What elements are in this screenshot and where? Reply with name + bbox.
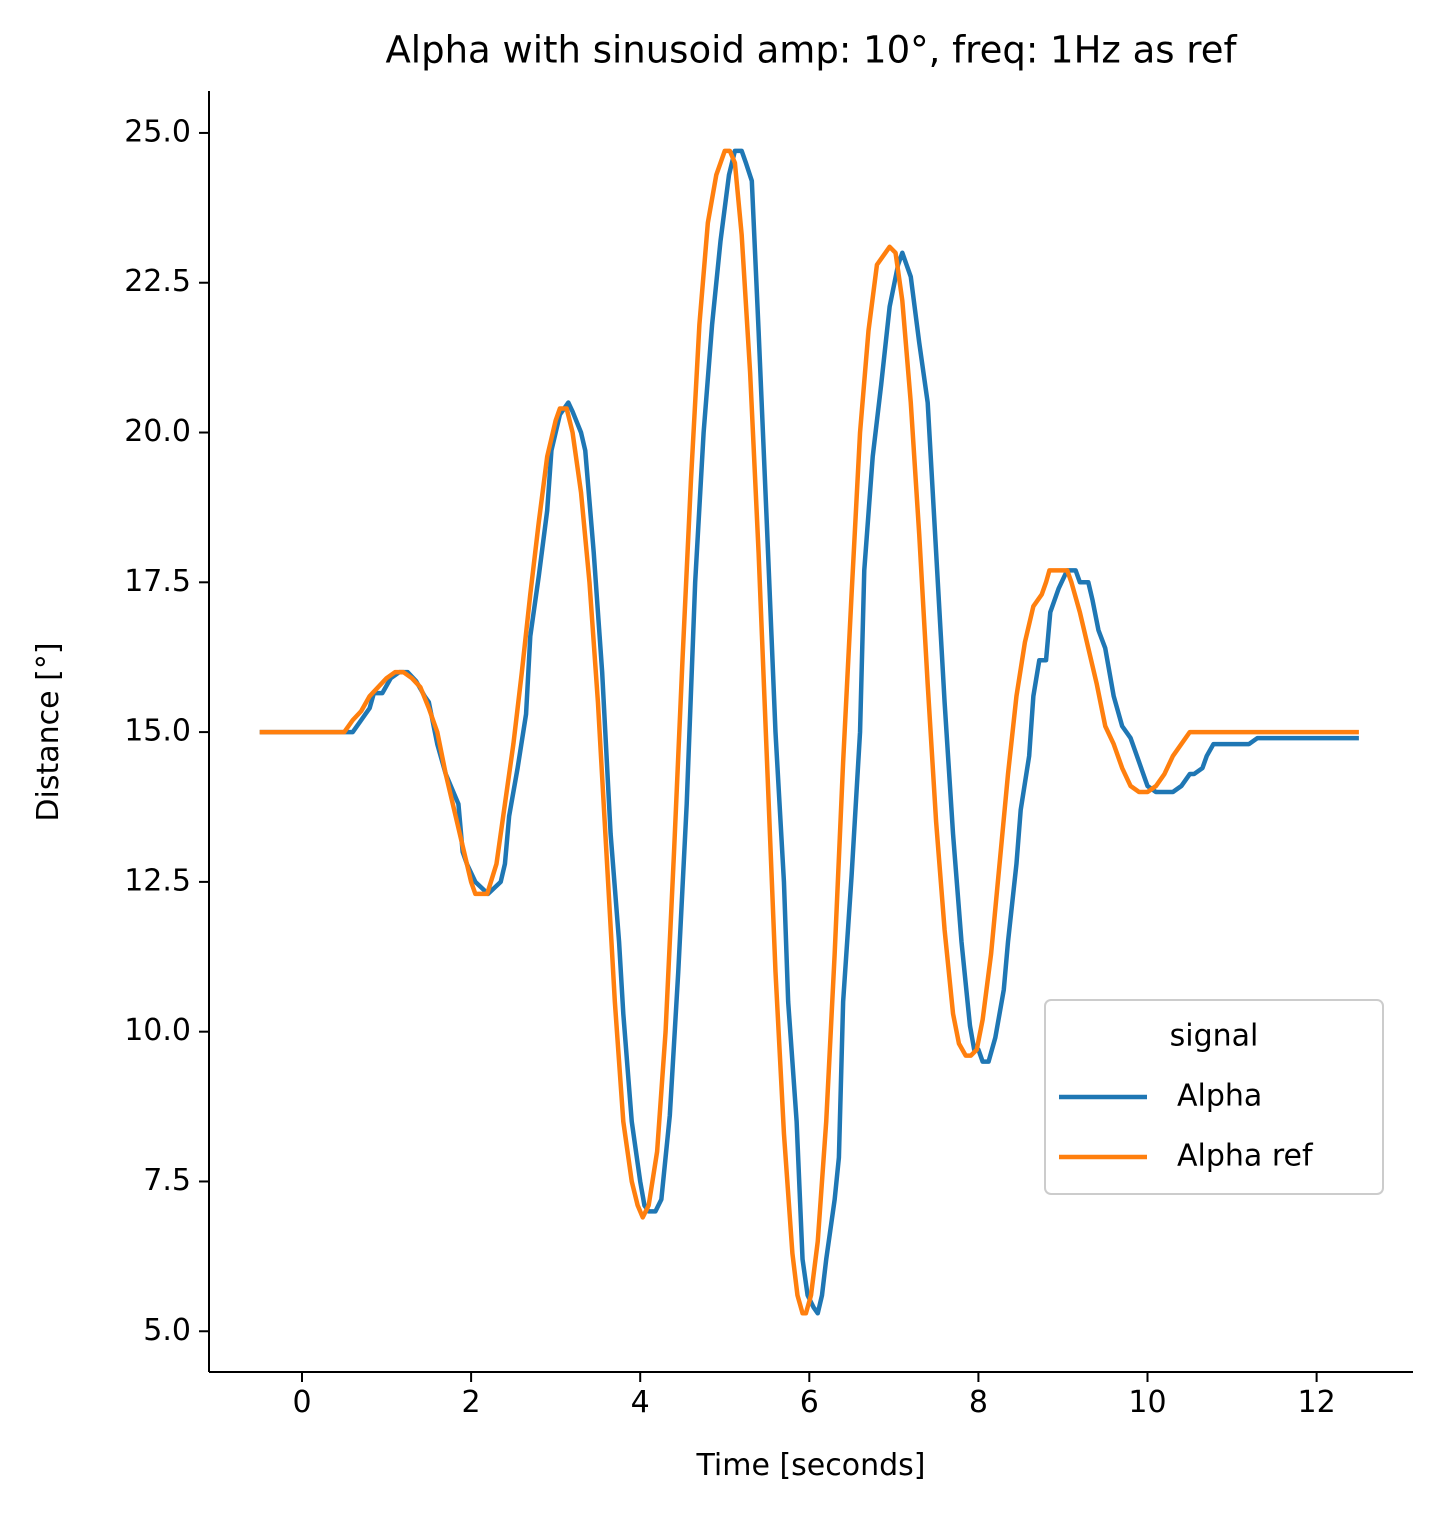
y-tick-label: 15.0	[124, 714, 191, 749]
y-tick-label: 25.0	[124, 114, 191, 149]
x-axis-label: Time [seconds]	[696, 1448, 926, 1483]
legend-label: Alpha	[1177, 1079, 1262, 1114]
y-tick-label: 5.0	[143, 1313, 191, 1348]
y-tick-label: 20.0	[124, 414, 191, 449]
legend-title: signal	[1170, 1019, 1259, 1054]
y-tick-label: 7.5	[143, 1163, 191, 1198]
y-tick-label: 17.5	[124, 564, 191, 599]
series-line	[259, 148, 1359, 1316]
y-tick-label: 12.5	[124, 863, 191, 898]
x-tick-label: 2	[462, 1385, 481, 1420]
x-tick-label: 10	[1128, 1385, 1166, 1420]
y-axis-label: Distance [°]	[31, 642, 66, 821]
x-tick-label: 6	[800, 1385, 819, 1420]
chart-title: Alpha with sinusoid amp: 10°, freq: 1Hz …	[386, 29, 1238, 72]
x-tick-label: 8	[969, 1385, 988, 1420]
x-tick-label: 0	[292, 1385, 311, 1420]
legend-label: Alpha ref	[1177, 1139, 1314, 1174]
y-tick-label: 22.5	[124, 264, 191, 299]
legend: signal Alpha Alpha ref	[1044, 999, 1384, 1195]
series-line	[259, 148, 1359, 1316]
y-tick-label: 10.0	[124, 1013, 191, 1048]
x-tick-label: 12	[1298, 1385, 1336, 1420]
legend-box	[1044, 999, 1384, 1195]
x-tick-label: 4	[631, 1385, 650, 1420]
